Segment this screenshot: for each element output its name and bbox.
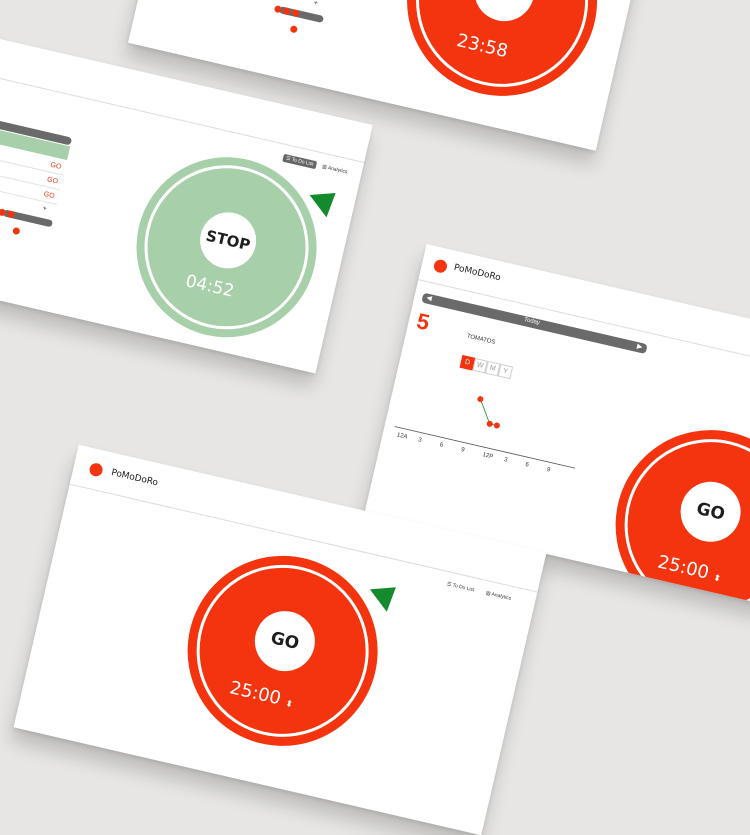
todo-list-tab[interactable]: ☰ To Do List — [282, 153, 318, 170]
app-window-analytics: PoMoDoRo ◀ Today ▶ 5 TOMATOS D W M Y 12A… — [364, 244, 750, 611]
app-logo — [432, 258, 449, 275]
tomato-timer: GO 25:00 ⬍ — [168, 536, 397, 765]
tomato-timer: STOP 23:58 — [388, 0, 616, 115]
todo-add-button[interactable]: + — [41, 204, 48, 213]
todo-go-button[interactable]: GO — [42, 190, 56, 201]
todo-list-tab[interactable]: ☰ To Do List — [446, 581, 475, 593]
tomato-timer: GO 25:00 ⬍ — [596, 411, 750, 611]
todo-go-button[interactable]: GO — [49, 161, 62, 171]
todo-list-label: To Do List — [451, 582, 475, 594]
data-point — [477, 396, 484, 403]
tomato-count-dot — [12, 226, 21, 236]
app-title: PoMoDoRo — [110, 467, 159, 489]
app-title: PoMoDoRo — [452, 262, 502, 284]
tomato-count: 5 — [414, 308, 432, 336]
tomato-line-chart — [394, 396, 576, 469]
data-point — [493, 422, 500, 429]
todo-go-button[interactable]: GO — [46, 176, 59, 186]
todo-add-button[interactable]: + — [312, 0, 319, 8]
todo-list-label: To Do List — [291, 156, 315, 168]
tomato-count-dot — [289, 25, 299, 34]
tomato-count-label: TOMATOS — [466, 333, 496, 346]
filter-year[interactable]: Y — [497, 363, 514, 380]
series-line — [480, 398, 491, 424]
leaf-icon — [369, 576, 405, 612]
analytics-label: Analytics — [327, 165, 348, 176]
x-tick-label: 12P — [481, 452, 494, 461]
chart-x-axis — [394, 426, 576, 469]
tomato-timer-running: STOP 04:52 — [118, 139, 335, 356]
analytics-tab[interactable]: ▥ Analytics — [485, 590, 512, 602]
x-tick-label: 12A — [396, 432, 408, 441]
analytics-tab[interactable]: ▥ Analytics — [321, 164, 348, 176]
analytics-label: Analytics — [490, 591, 512, 602]
data-point — [486, 420, 493, 427]
leaf-icon — [309, 181, 345, 218]
app-logo — [88, 461, 104, 478]
